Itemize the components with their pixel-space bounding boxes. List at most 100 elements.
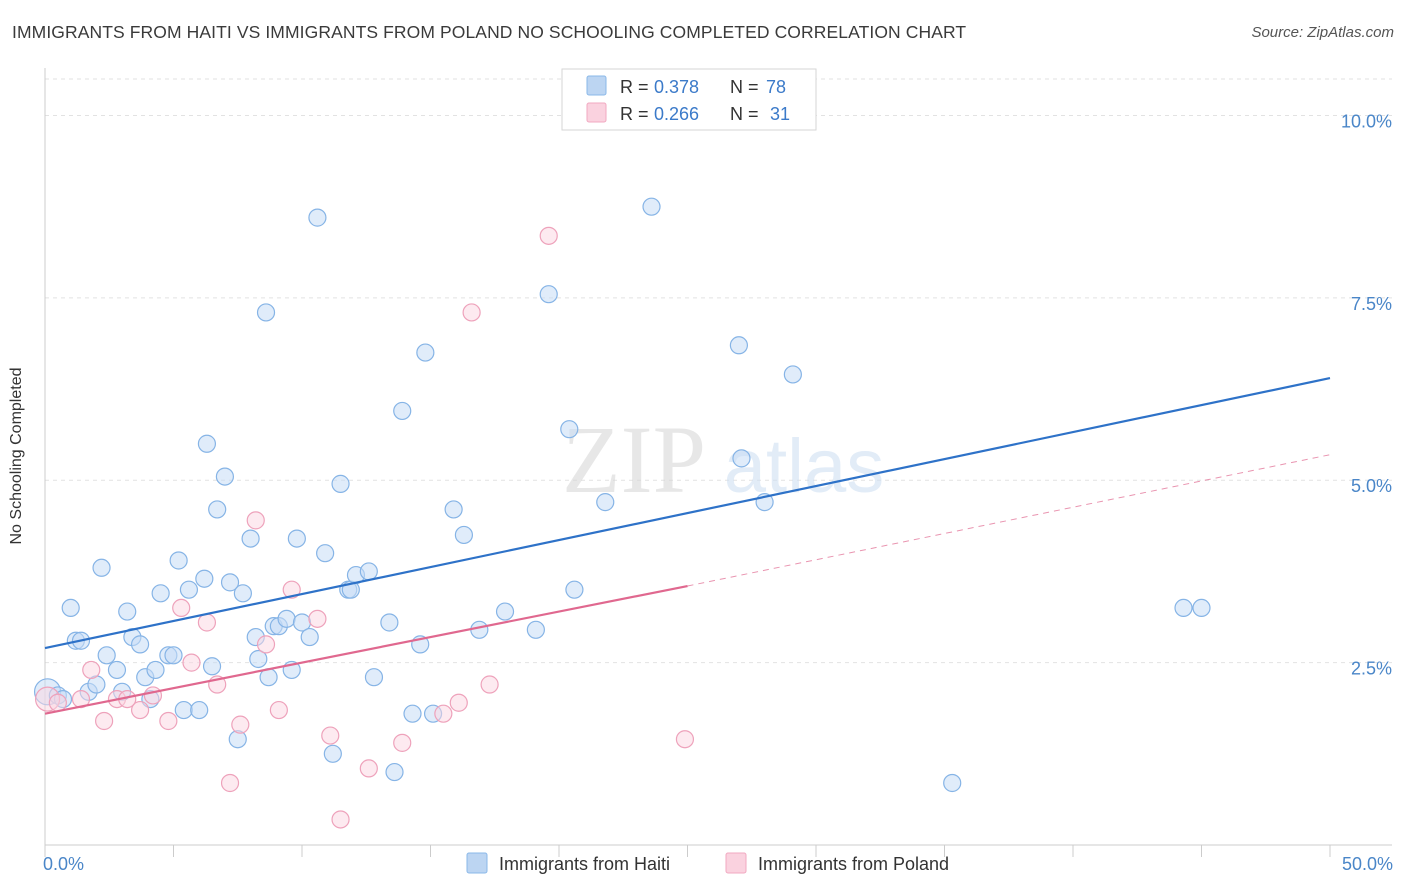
poland-point [246,511,265,530]
haiti-point [287,529,306,548]
poland-point [282,580,301,599]
haiti-point [195,569,214,588]
haiti-point [385,762,404,782]
poland-point [434,704,453,723]
poland-point [182,653,201,672]
haiti-point [526,620,545,639]
stats-legend-n-value-poland: 31 [770,104,790,124]
haiti-point [92,558,111,577]
haiti-point [732,449,751,468]
trend-lines [44,377,1331,715]
stats-legend-n-label-poland: N = [730,104,759,124]
watermark-atlas: atlas [724,424,885,509]
haiti-point [61,598,80,618]
poland-point [159,711,178,731]
axes [44,68,1392,857]
haiti-point [164,646,183,665]
grid-lines [45,78,1392,664]
y-tick-label-1: 5.0% [1351,476,1392,496]
poland-point [331,810,350,829]
haiti-point [323,744,342,763]
haiti-point [107,660,127,680]
y-tick-label-3: 10.0% [1341,111,1392,131]
x-tick-label-1: 50.0% [1342,854,1393,874]
stats-legend-r-label-haiti: R = [620,77,649,97]
trend-line-haiti [44,377,1331,650]
series-legend-swatch-poland [725,852,747,874]
haiti-point [331,474,350,493]
stats-legend: R = 0.378 N = 78 R = 0.266 N = 31 [561,68,817,131]
haiti-point [220,573,240,592]
poland-point [197,613,217,632]
haiti-point [300,627,319,647]
poland-point [256,635,276,654]
poland-point [449,693,468,712]
haiti-point [539,285,558,304]
haiti-point [359,562,378,581]
poland-point [130,700,150,720]
haiti-point [179,580,199,599]
haiti-point [416,343,435,362]
haiti-point [202,657,222,676]
poland-point [231,715,250,734]
poland-point [359,759,378,778]
haiti-point [118,602,137,621]
series-legend-swatch-haiti [466,852,488,874]
haiti-point [565,580,584,599]
haiti-point [943,773,962,793]
poland-point [172,598,191,618]
stats-legend-swatch-haiti [586,75,607,96]
haiti-point [560,420,579,439]
stats-legend-swatch-poland [586,102,607,123]
tick-labels: 2.5% 5.0% 7.5% 10.0% 0.0% 50.0% [43,111,1393,874]
haiti-point [97,646,116,665]
poland-point [321,726,340,745]
series-legend: Immigrants from Haiti Immigrants from Po… [466,852,949,874]
stats-legend-n-value-haiti: 78 [766,77,786,97]
haiti-point [444,500,463,519]
haiti-point [1192,598,1211,618]
poland-point [82,660,101,680]
poland-point [220,773,240,793]
x-tick-label-0: 0.0% [43,854,84,874]
series-legend-label-poland: Immigrants from Poland [758,854,949,874]
watermark-zip: ZIP [562,406,706,513]
poland-point [393,733,412,752]
haiti-point [495,602,515,621]
haiti-point [364,668,384,687]
poland-point [675,730,695,749]
haiti-point [316,544,335,563]
haiti-point [190,700,209,720]
poland-point [539,226,558,245]
haiti-point [249,649,268,669]
poland-point [480,675,499,694]
haiti-point [596,493,615,512]
trend-line-poland [44,584,688,715]
haiti-point [393,401,412,421]
haiti-point [454,525,474,545]
haiti-point [470,620,489,639]
haiti-point [729,336,749,355]
series-poland-points [34,226,695,829]
haiti-point [215,467,234,486]
stats-legend-r-value-poland: 0.266 [654,104,699,124]
haiti-point [169,551,188,570]
haiti-point [308,208,327,227]
haiti-point [642,197,661,216]
haiti-point [783,365,802,384]
y-tick-label-2: 7.5% [1351,294,1392,314]
stats-legend-r-label-poland: R = [620,104,649,124]
haiti-point [256,303,276,322]
haiti-point [197,434,217,453]
haiti-point [146,660,165,680]
haiti-point [380,613,399,632]
haiti-point [1174,598,1193,618]
poland-point [95,711,114,731]
haiti-point [241,529,260,548]
poland-point [143,686,163,705]
haiti-point [277,609,296,628]
haiti-point [174,700,193,720]
stats-legend-r-value-haiti: 0.378 [654,77,699,97]
haiti-point [403,704,422,723]
